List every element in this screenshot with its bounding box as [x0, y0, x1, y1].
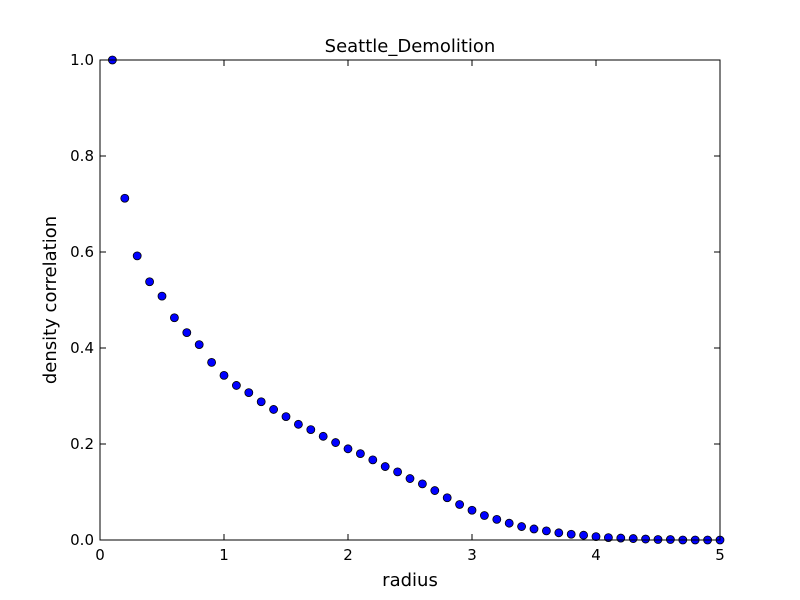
- data-point: [517, 522, 526, 531]
- data-point: [207, 357, 217, 367]
- x-tick-label: 1: [219, 546, 229, 564]
- y-tick-label: 0.4: [70, 339, 94, 357]
- data-point: [542, 526, 551, 536]
- data-point: [393, 467, 403, 477]
- data-point: [256, 397, 266, 407]
- y-tick-label: 0.0: [70, 531, 94, 549]
- data-point: [306, 425, 316, 435]
- chart-title: Seattle_Demolition: [325, 36, 496, 57]
- x-tick-label: 3: [467, 546, 477, 564]
- data-point: [231, 381, 241, 390]
- plot-frame: [99, 59, 721, 541]
- data-point: [120, 193, 130, 203]
- x-tick-label: 5: [715, 546, 725, 564]
- data-point: [430, 486, 440, 495]
- data-point: [380, 462, 390, 471]
- x-tick-label: 4: [591, 546, 601, 564]
- data-point: [566, 529, 576, 539]
- data-point: [194, 340, 204, 350]
- data-point: [529, 524, 539, 534]
- data-point: [628, 534, 638, 543]
- data-point: [591, 532, 601, 542]
- data-points: [108, 55, 725, 545]
- data-point: [343, 444, 353, 454]
- data-point: [479, 511, 489, 520]
- data-point: [417, 479, 427, 489]
- data-point: [442, 493, 452, 503]
- data-point: [616, 533, 626, 543]
- data-point: [504, 518, 514, 528]
- data-point: [368, 455, 378, 465]
- y-tick-label: 0.2: [70, 435, 94, 453]
- data-point: [455, 500, 465, 509]
- data-point: [579, 530, 588, 540]
- data-point: [467, 505, 477, 515]
- data-point: [244, 388, 254, 398]
- data-point: [281, 412, 291, 422]
- data-point: [182, 328, 192, 338]
- data-point: [219, 370, 229, 380]
- x-axis-label: radius: [382, 570, 438, 591]
- y-tick-label: 0.6: [70, 243, 94, 261]
- data-point: [331, 438, 341, 447]
- data-point: [145, 277, 155, 287]
- data-point: [169, 313, 179, 323]
- data-point: [132, 251, 142, 261]
- data-point: [405, 474, 415, 483]
- data-point: [293, 419, 303, 429]
- data-point: [318, 431, 328, 441]
- x-tick-label: 2: [343, 546, 353, 564]
- x-tick-label: 0: [95, 546, 105, 564]
- y-tick-label: 0.8: [70, 147, 94, 165]
- data-point: [492, 514, 502, 524]
- data-point: [355, 449, 365, 459]
- data-point: [269, 405, 279, 414]
- data-point: [157, 291, 167, 301]
- y-tick-label: 1.0: [70, 51, 94, 69]
- data-point: [554, 528, 564, 538]
- data-point: [641, 534, 650, 544]
- y-axis-label: density correlation: [40, 216, 61, 384]
